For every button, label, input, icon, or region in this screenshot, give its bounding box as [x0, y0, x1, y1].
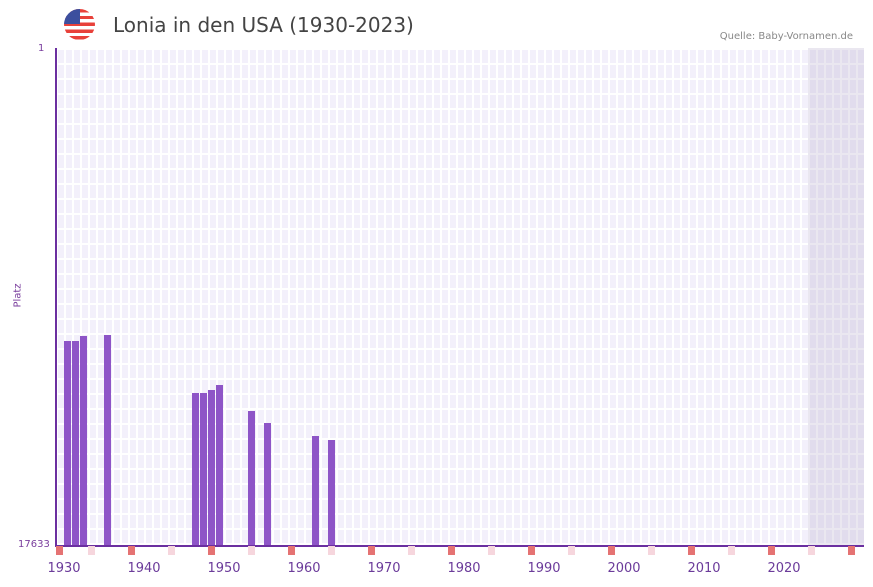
half-decade-marker — [808, 546, 815, 555]
x-label-1960: 1960 — [287, 561, 321, 576]
bar-1947[interactable] — [200, 393, 207, 545]
decade-marker — [368, 546, 375, 555]
bar-1935[interactable] — [104, 335, 111, 545]
x-label-1980: 1980 — [447, 561, 481, 576]
bar-1930[interactable] — [64, 341, 71, 545]
plot-area — [56, 48, 864, 545]
half-decade-marker — [88, 546, 95, 555]
x-axis-line — [55, 545, 864, 547]
x-label-1990: 1990 — [527, 561, 561, 576]
decade-marker — [288, 546, 295, 555]
y-axis-top-label: 1 — [38, 43, 45, 54]
half-decade-marker — [248, 546, 255, 555]
source-label: Quelle: Baby-Vornamen.de — [719, 31, 853, 42]
future-shaded-region — [808, 48, 864, 545]
y-axis-line — [55, 48, 57, 546]
bar-1963[interactable] — [328, 440, 335, 545]
half-decade-marker — [168, 546, 175, 555]
x-label-1950: 1950 — [207, 561, 241, 576]
chart-title: Lonia in den USA (1930-2023) — [113, 13, 414, 37]
decade-marker — [528, 546, 535, 555]
bar-1961[interactable] — [312, 436, 319, 545]
decade-marker — [208, 546, 215, 555]
decade-marker — [608, 546, 615, 555]
decade-marker — [128, 546, 135, 555]
decade-marker — [688, 546, 695, 555]
x-label-2010: 2010 — [687, 561, 721, 576]
half-decade-marker — [488, 546, 495, 555]
us-flag-icon — [64, 9, 95, 40]
decade-marker — [768, 546, 775, 555]
y-axis-title: Platz — [12, 283, 24, 308]
bar-1932[interactable] — [80, 336, 87, 545]
bar-1949[interactable] — [216, 385, 223, 545]
decade-marker — [448, 546, 455, 555]
x-label-1970: 1970 — [367, 561, 401, 576]
half-decade-marker — [328, 546, 335, 555]
bar-1946[interactable] — [192, 393, 199, 545]
y-axis-bottom-label: 17633 — [18, 539, 50, 550]
x-label-2000: 2000 — [607, 561, 641, 576]
decade-marker — [56, 546, 63, 555]
x-label-1930: 1930 — [47, 561, 81, 576]
decade-marker — [848, 546, 855, 555]
half-decade-marker — [408, 546, 415, 555]
half-decade-marker — [728, 546, 735, 555]
x-label-2020: 2020 — [767, 561, 801, 576]
x-label-1940: 1940 — [127, 561, 161, 576]
bar-1953[interactable] — [248, 411, 255, 545]
half-decade-marker — [648, 546, 655, 555]
half-decade-marker — [568, 546, 575, 555]
bar-1948[interactable] — [208, 390, 215, 545]
bar-1955[interactable] — [264, 423, 271, 545]
bar-1931[interactable] — [72, 341, 79, 545]
